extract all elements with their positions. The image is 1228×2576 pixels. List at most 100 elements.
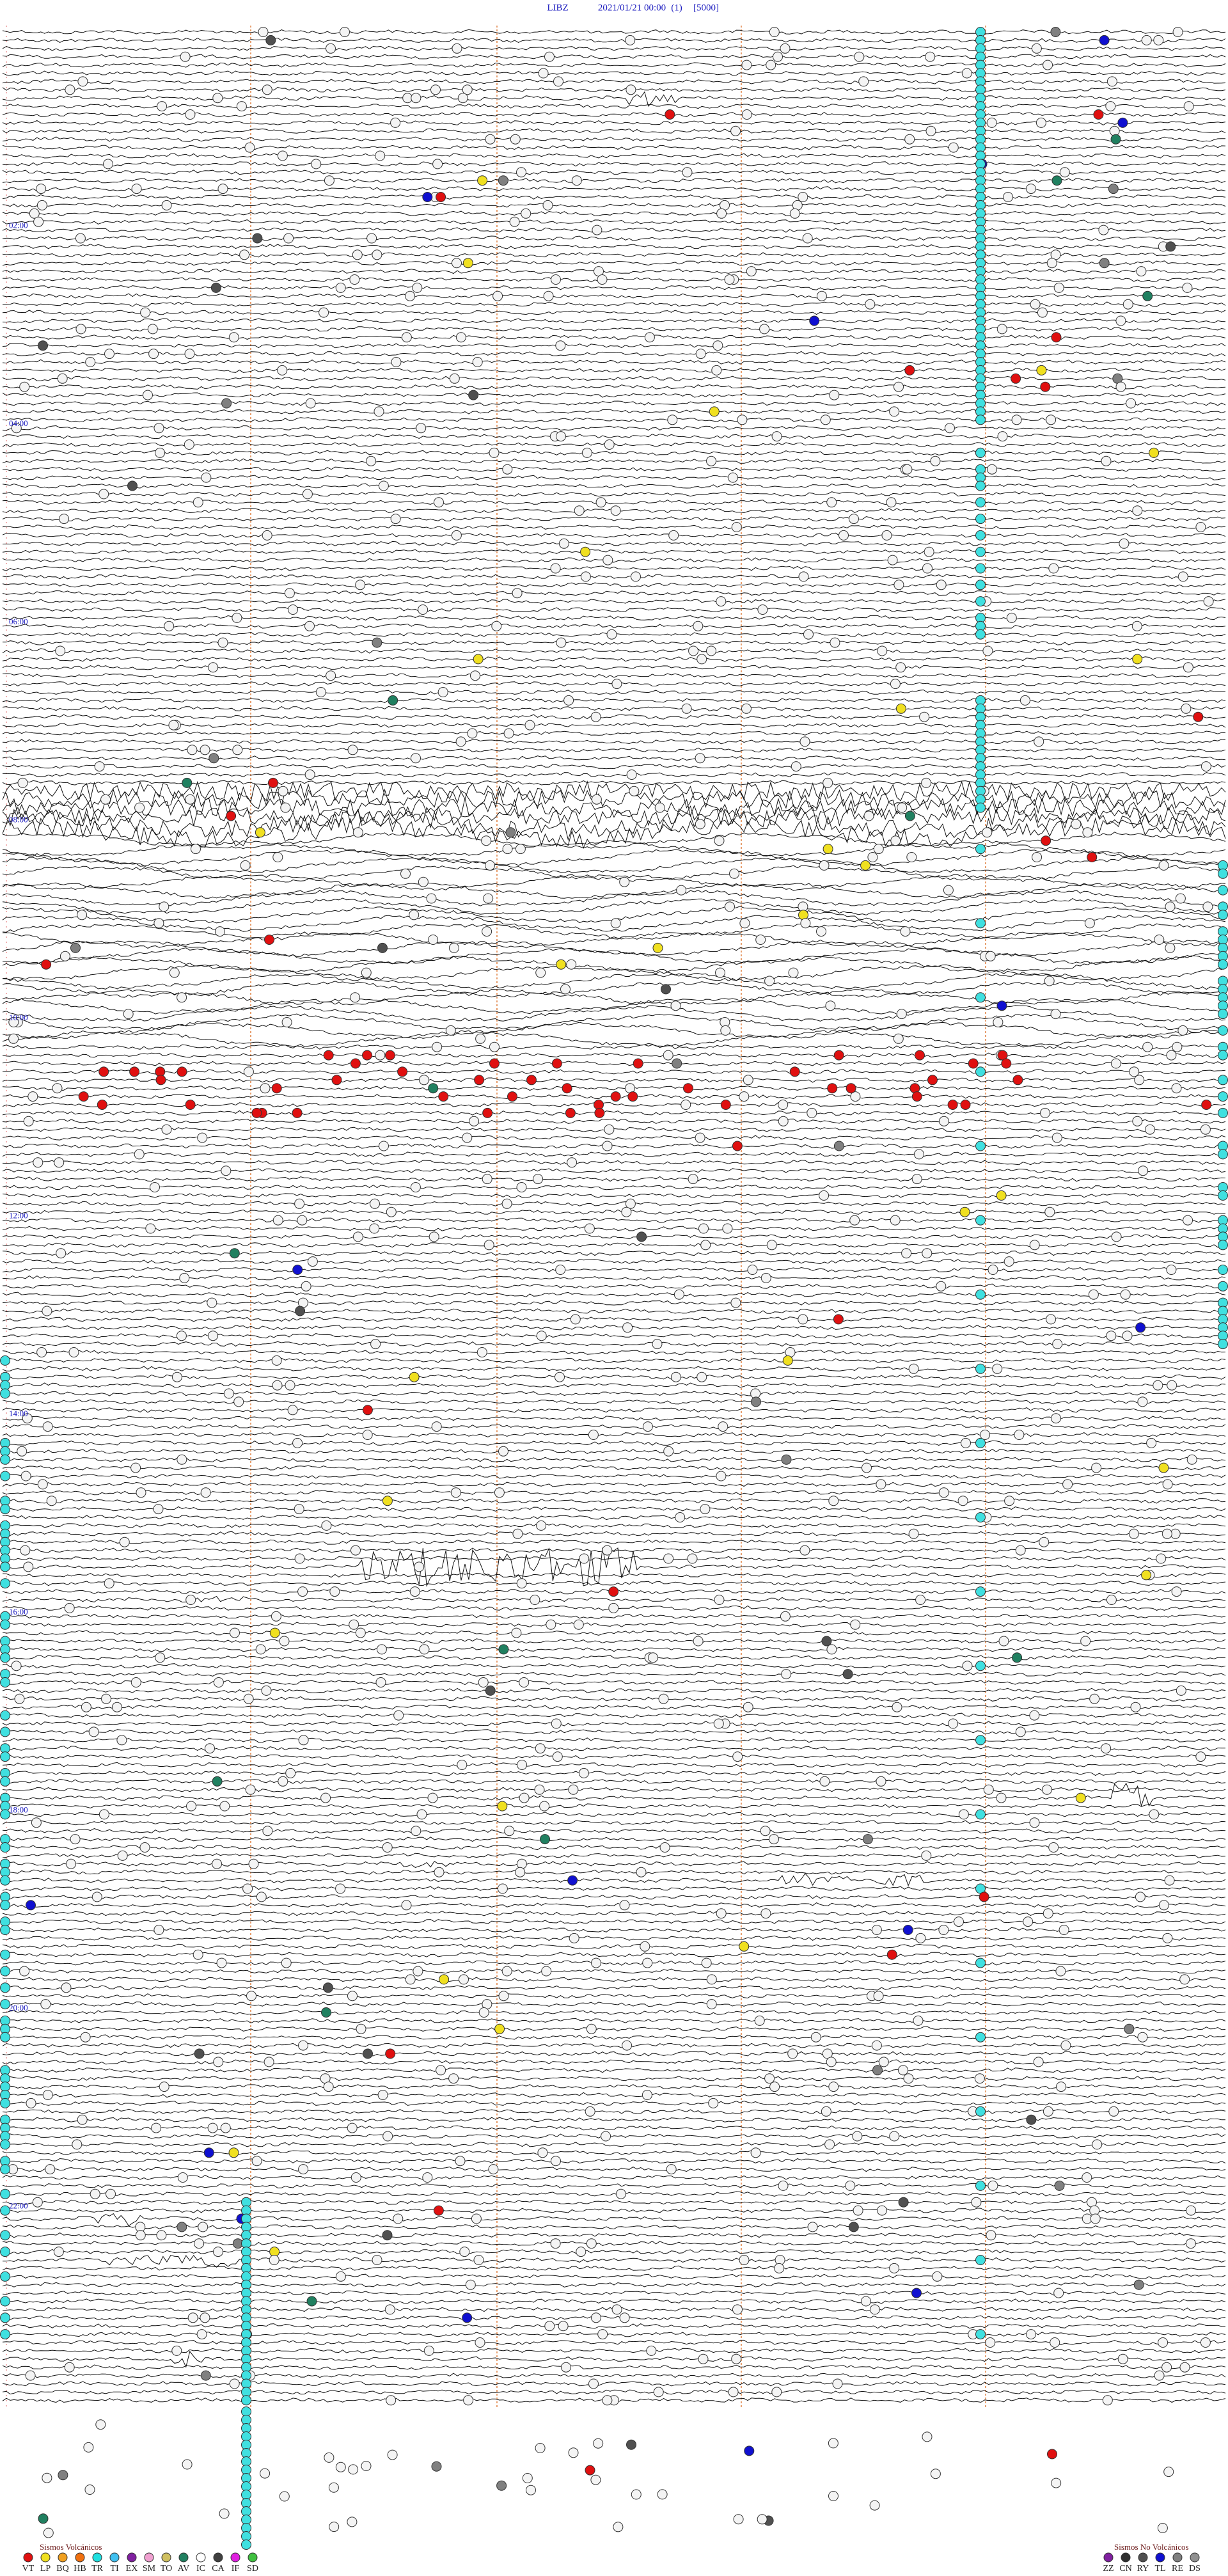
- trace: [2, 87, 1226, 93]
- event-mark: [422, 192, 433, 202]
- event-mark: [1218, 1091, 1228, 1102]
- event-mark: [489, 1041, 500, 1052]
- event-mark: [352, 249, 363, 260]
- event-mark: [1053, 2288, 1064, 2298]
- legend-code: CA: [212, 2564, 224, 2573]
- event-mark: [45, 2164, 56, 2175]
- event-mark: [873, 844, 884, 855]
- event-mark: [921, 777, 932, 788]
- event-mark: [824, 2139, 835, 2150]
- event-mark: [305, 398, 316, 409]
- trace: [2, 1473, 1226, 1479]
- trace: [2, 1828, 1226, 1834]
- event-mark: [903, 2073, 914, 2084]
- event-mark: [516, 167, 526, 178]
- trace: [2, 375, 1226, 381]
- event-mark: [104, 1578, 114, 1589]
- event-mark: [0, 2230, 10, 2241]
- legend-swatch: [23, 2552, 33, 2563]
- event-mark: [873, 1991, 884, 2002]
- event-mark: [212, 93, 223, 104]
- trace: [2, 1595, 1226, 1603]
- event-mark: [516, 1182, 527, 1192]
- trace: [2, 227, 1226, 233]
- event-mark: [992, 1363, 1003, 1374]
- trace: [2, 2125, 1226, 2131]
- event-mark: [986, 117, 997, 128]
- event-mark: [693, 620, 704, 631]
- event-mark: [890, 835, 901, 846]
- trace: [2, 964, 1226, 982]
- trace: [2, 367, 1226, 374]
- event-mark: [757, 2514, 767, 2525]
- event-mark: [889, 406, 900, 417]
- event-mark: [1218, 1009, 1228, 1020]
- event-mark: [861, 2296, 871, 2307]
- event-mark: [271, 1611, 281, 1622]
- event-mark: [810, 2032, 821, 2043]
- event-mark: [1099, 258, 1110, 269]
- trace: [2, 111, 1226, 118]
- event-mark: [1126, 398, 1137, 409]
- event-mark: [288, 604, 298, 615]
- event-mark: [1106, 1331, 1117, 1341]
- event-mark: [534, 1784, 545, 1795]
- event-mark: [975, 2180, 986, 2191]
- event-mark: [743, 1702, 753, 1712]
- event-mark: [1218, 1281, 1228, 1292]
- event-mark: [1105, 101, 1116, 112]
- event-mark: [1006, 612, 1017, 623]
- event-mark: [261, 1685, 272, 1696]
- event-mark: [716, 208, 727, 219]
- event-mark: [541, 1966, 552, 1977]
- event-mark: [695, 819, 705, 830]
- event-mark: [439, 1974, 450, 1985]
- trace: [2, 170, 1226, 175]
- event-mark: [323, 1050, 334, 1061]
- event-mark: [207, 2122, 218, 2133]
- event-mark: [852, 2131, 863, 2142]
- event-mark: [1054, 2180, 1065, 2191]
- event-mark: [151, 2122, 162, 2133]
- event-mark: [1137, 1396, 1148, 1407]
- event-mark: [455, 2156, 466, 2167]
- event-mark: [975, 415, 986, 425]
- legend-code: SD: [247, 2564, 258, 2573]
- trace: [2, 1300, 1226, 1306]
- event-mark: [711, 365, 722, 375]
- event-mark: [469, 1116, 480, 1126]
- event-mark: [81, 1702, 91, 1712]
- trace: [2, 1160, 1226, 1166]
- event-mark: [1154, 2370, 1165, 2381]
- event-mark: [919, 711, 930, 722]
- event-mark: [1048, 563, 1059, 574]
- event-mark: [747, 1265, 758, 1275]
- event-mark: [915, 1050, 925, 1061]
- trace: [2, 1782, 1226, 1807]
- trace: [2, 516, 1226, 522]
- event-mark: [307, 1256, 318, 1267]
- event-mark: [219, 2508, 230, 2519]
- event-mark: [827, 1083, 838, 1094]
- event-mark: [869, 2304, 880, 2315]
- event-mark: [739, 1091, 750, 1102]
- event-mark: [201, 472, 212, 483]
- event-mark: [729, 868, 739, 879]
- event-mark: [892, 1702, 902, 1712]
- event-mark: [260, 1083, 271, 1094]
- event-mark: [1115, 315, 1126, 326]
- event-mark: [505, 827, 516, 838]
- event-mark: [854, 51, 865, 62]
- event-mark: [865, 299, 876, 310]
- event-mark: [619, 2312, 630, 2323]
- event-mark: [433, 2205, 444, 2216]
- event-mark: [242, 1883, 253, 1894]
- trace: [2, 293, 1226, 299]
- event-mark: [155, 1075, 166, 1086]
- event-mark: [833, 1314, 844, 1325]
- trace: [2, 590, 1226, 596]
- event-mark: [930, 2469, 941, 2479]
- event-mark: [1202, 901, 1213, 912]
- event-mark: [590, 711, 601, 722]
